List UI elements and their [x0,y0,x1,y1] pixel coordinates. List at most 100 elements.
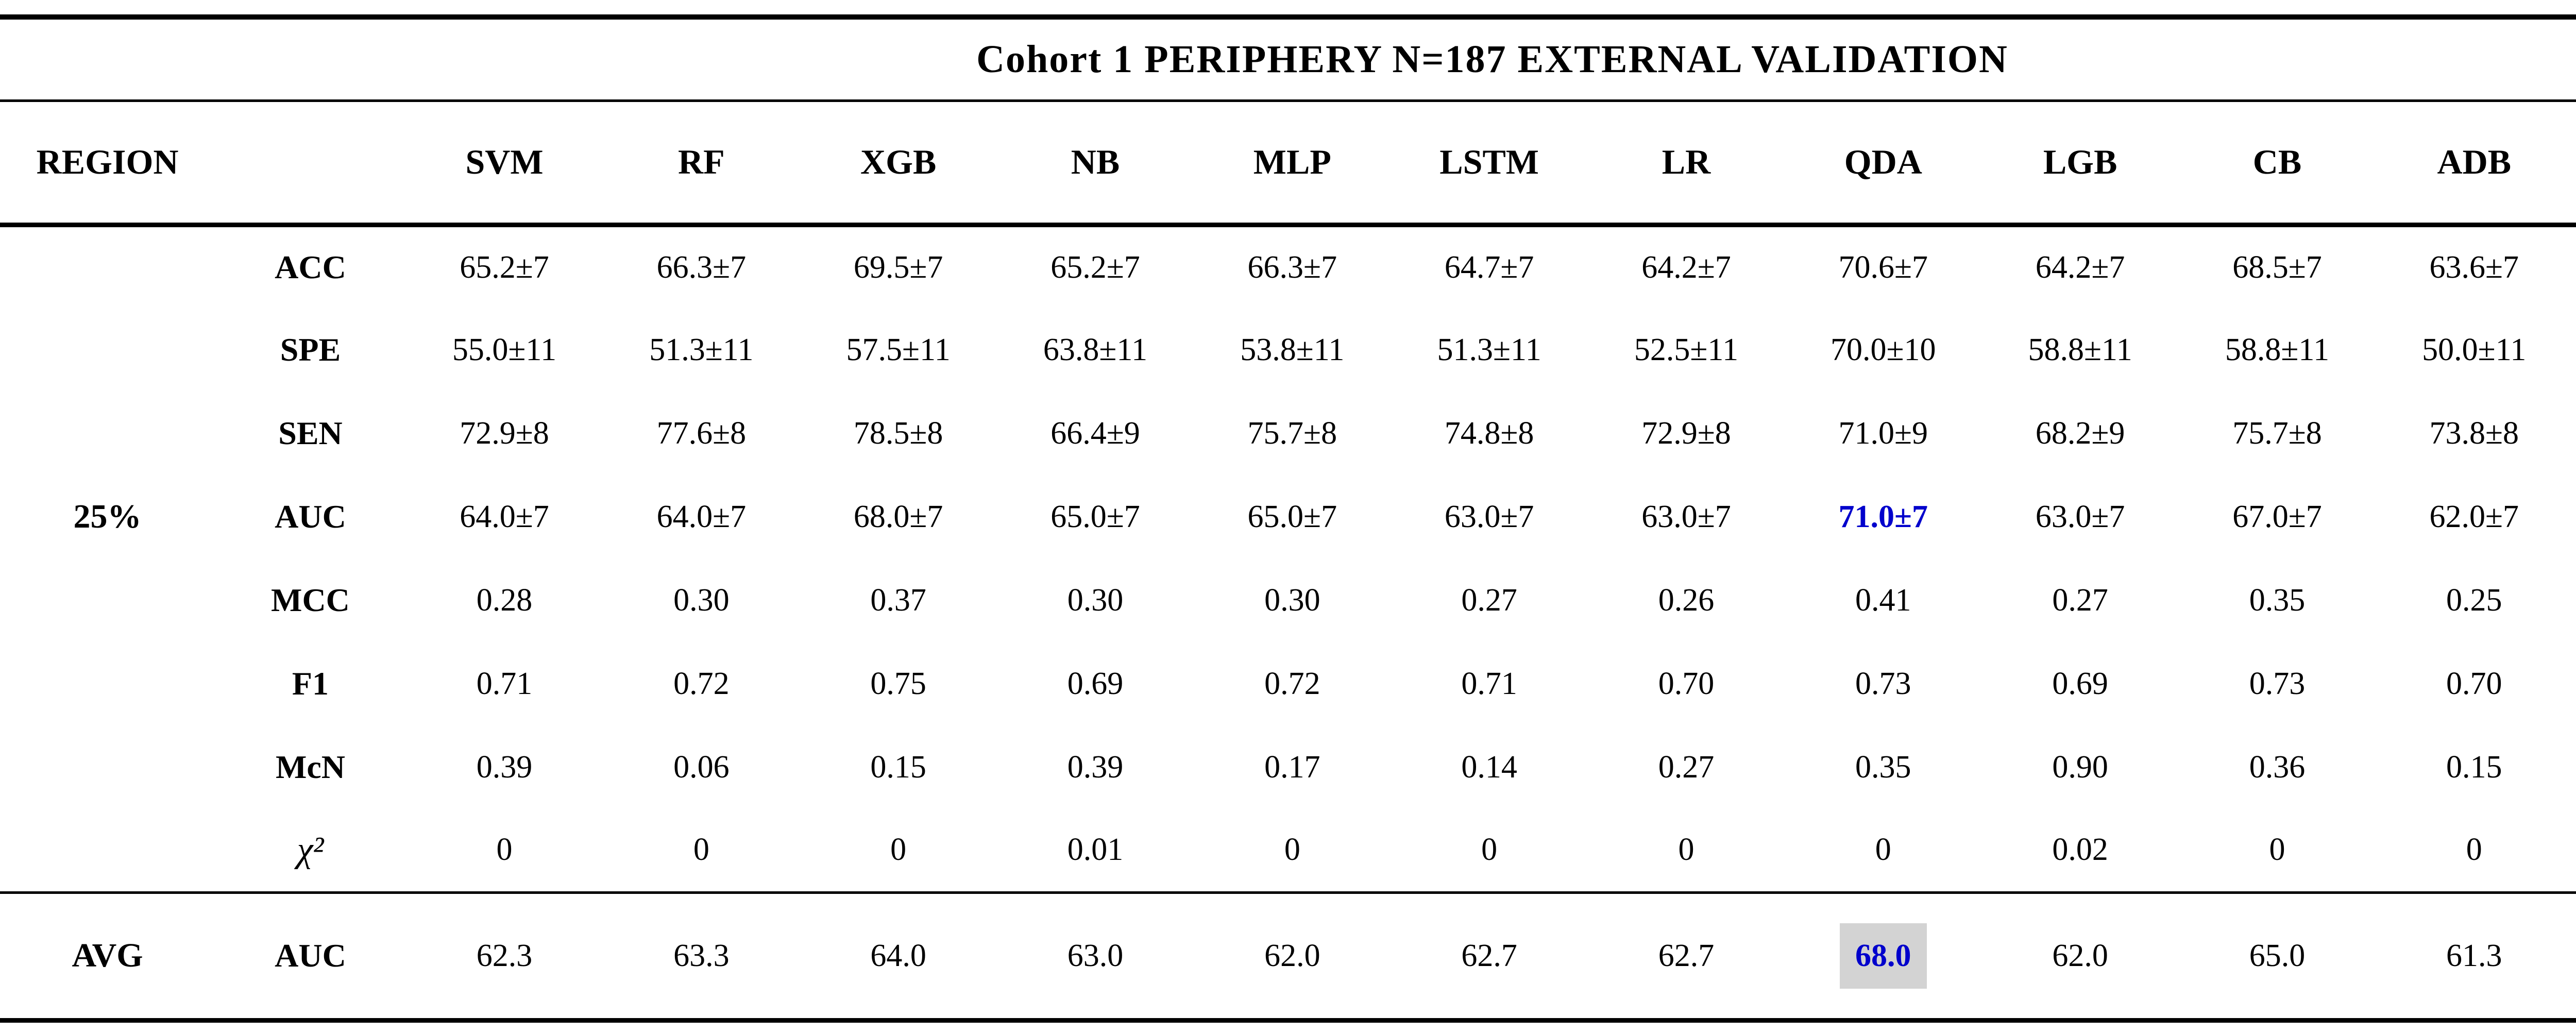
region-cell [0,725,215,809]
table-row: SPE 55.0±11 51.3±11 57.5±11 63.8±11 53.8±11 51… [0,308,2576,392]
value-text: 0.30 [673,582,730,618]
region-cell [0,558,215,642]
value-cell: 62.0 [1981,892,2178,1020]
value-cell: 0 [1785,809,1981,892]
value-text: 65.0 [2249,938,2306,973]
table-title: Cohort 1 PERIPHERY N=187 EXTERNAL VALIDA… [976,38,2008,81]
value-cell: 73.4 [2572,392,2576,475]
value-cell: 0.25 [2376,558,2572,642]
table-row: McN 0.39 0.06 0.15 0.39 0.17 0.14 0.27 0.35 0.90 0… [0,725,2576,809]
value-cell: 58.8±11 [2179,308,2376,392]
value-text: 0.39 [476,749,533,785]
value-text: 0.17 [1264,749,1320,785]
value-text: 0.41 [1855,582,1911,618]
value-cell: 0 [1194,809,1391,892]
value-text: 53.8±11 [1240,332,1345,367]
value-text: 0.69 [2052,666,2108,701]
value-text: 68.5±7 [2232,249,2322,285]
value-cell: 51.3±11 [1391,308,1587,392]
value-text: 55.0±11 [452,332,557,367]
value-cell: - [2572,558,2576,642]
value-text: 0.28 [476,582,533,618]
value-text: 0.35 [1855,749,1911,785]
value-text: 0 [693,832,709,868]
value-text: 63.6±7 [2429,249,2519,285]
metric-label: McN [275,749,345,785]
value-text: 0.26 [1658,582,1715,618]
value-text: 70.0±10 [1831,332,1936,367]
value-cell: 72.9±8 [406,392,603,475]
value-text: 72.9±8 [460,415,549,451]
value-text: 62.0 [2052,938,2108,973]
value-cell: 0.27 [1391,558,1587,642]
value-cell: 64.0±7 [406,475,603,558]
value-cell: 70.0±10 [1785,308,1981,392]
value-text: 0 [2269,832,2285,868]
value-cell: 0.28 [406,558,603,642]
region-cell [0,308,215,392]
value-cell: 63.0±7 [1981,475,2178,558]
value-text: 66.4±9 [1050,415,1140,451]
column-header-qda: QDA [1844,142,1922,182]
value-text: 75.7±8 [1247,415,1337,451]
value-text: 0.71 [1461,666,1517,701]
value-cell: 65.2±7 [997,225,1194,308]
value-cell: 0 [2376,809,2572,892]
table-row: 25% AUC 64.0±7 64.0±7 68.0±7 65.0±7 65.0±7 63.0… [0,475,2576,558]
column-header-adb: ADB [2437,142,2512,182]
value-cell: 62.3 [406,892,603,1020]
value-cell: 0.70 [1588,642,1785,725]
value-text: 0.30 [1067,582,1124,618]
value-cell: 51.3±11 [603,308,800,392]
value-cell: 64.2±7 [1981,225,2178,308]
value-cell: 65.2±7 [406,225,603,308]
value-text: 63.3 [673,938,730,973]
value-cell: 70.6±7 [1785,225,1981,308]
value-cell: 0.15 [2376,725,2572,809]
value-cell: 61.3 [2376,892,2572,1020]
value-cell: 75.7±8 [2179,392,2376,475]
value-cell: 0.71 [1391,642,1587,725]
value-cell: 0.30 [997,558,1194,642]
value-cell: 57.5±11 [800,308,997,392]
value-text: 0.15 [2446,749,2502,785]
value-text: 70.6±7 [1838,249,1928,285]
value-text: 58.8±11 [2225,332,2330,367]
value-text: 74.8±8 [1444,415,1534,451]
value-cell: 63.8±11 [997,308,1194,392]
column-header-mlp: MLP [1253,142,1331,182]
value-cell: 63.0±7 [1391,475,1587,558]
value-text: 0.37 [870,582,926,618]
value-text: 0.90 [2052,749,2108,785]
value-cell: - [2572,892,2576,1020]
emphasized-value: 71.0±7 [1838,499,1928,534]
table-footer: AVG AUC 62.3 63.3 64.0 63.0 62.0 62.7 62.7 68.0 62… [0,892,2576,1020]
value-text: 62.7 [1658,938,1715,973]
value-cell: - [2572,642,2576,725]
value-text: 65.2±7 [460,249,549,285]
results-table: REGION SVM RF XGB NB MLP LSTM LR QDA LGB CB ADB AVG F… [0,102,2576,1023]
column-header-region: REGION [36,142,179,182]
value-text: 0.14 [1461,749,1517,785]
value-text: 57.5±11 [846,332,951,367]
value-cell: 62.0±7 [2376,475,2572,558]
value-cell: 63.6±7 [2376,225,2572,308]
metric-label: SEN [278,415,343,451]
value-cell: 0.39 [406,725,603,809]
value-text: 52.5±11 [1634,332,1739,367]
value-cell: 64.0±7 [603,475,800,558]
value-cell: 0.35 [2179,558,2376,642]
value-text: 0 [1875,832,1891,868]
value-cell: 66.2 [2572,225,2576,308]
value-text: 63.0±7 [1444,499,1534,534]
value-cell: 0.71 [406,642,603,725]
value-cell: 0.01 [997,809,1194,892]
table-body: ACC 65.2±7 66.3±7 69.5±7 65.2±7 66.3±7 64.7±7 6… [0,225,2576,892]
value-text: 73.8±8 [2429,415,2519,451]
value-cell: 65.0 [2572,475,2576,558]
value-cell: 75.7±8 [1194,392,1391,475]
value-cell: 68.0±7 [800,475,997,558]
value-text: 77.6±8 [656,415,747,451]
value-text: 0 [1678,832,1694,868]
